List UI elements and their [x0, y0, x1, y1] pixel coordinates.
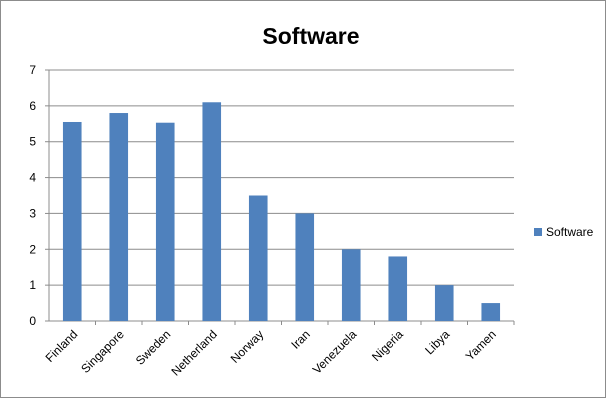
- y-tick-label: 5: [29, 135, 36, 149]
- y-tick-label: 2: [29, 242, 36, 256]
- x-tick-label: Finland: [43, 327, 81, 365]
- chart-title: Software: [262, 23, 360, 49]
- x-tick-label: Singapore: [78, 327, 127, 376]
- x-tick-label: Nigeria: [369, 327, 406, 364]
- x-tick-label: Iran: [288, 327, 313, 352]
- bar-iran: [295, 213, 315, 321]
- y-tick-label: 6: [29, 99, 36, 113]
- y-tick-label: 0: [29, 314, 36, 328]
- x-tick-label: Yamen: [463, 327, 499, 363]
- bar-yamen: [481, 303, 501, 321]
- x-tick-label: Norway: [228, 327, 267, 366]
- bar-norway: [248, 195, 268, 321]
- y-tick-label: 4: [29, 171, 36, 185]
- bar-sweden: [155, 122, 175, 322]
- y-tick-label: 3: [29, 206, 36, 220]
- bar-singapore: [109, 113, 129, 322]
- legend-label: Software: [546, 225, 594, 239]
- x-tick-label: Sweden: [133, 327, 174, 368]
- x-tick-label: Netherland: [168, 327, 219, 378]
- y-tick-label: 1: [29, 278, 36, 292]
- x-tick-label: Venezuela: [310, 327, 360, 377]
- legend: Software: [534, 224, 593, 240]
- bar-finland: [62, 121, 82, 321]
- bar-libya: [434, 285, 454, 321]
- bar-venezuela: [341, 249, 361, 321]
- legend-swatch: [534, 228, 542, 236]
- bar-netherland: [202, 102, 222, 322]
- bar-nigeria: [388, 256, 408, 321]
- x-tick-label: Libya: [422, 327, 452, 357]
- y-tick-label: 7: [29, 63, 36, 77]
